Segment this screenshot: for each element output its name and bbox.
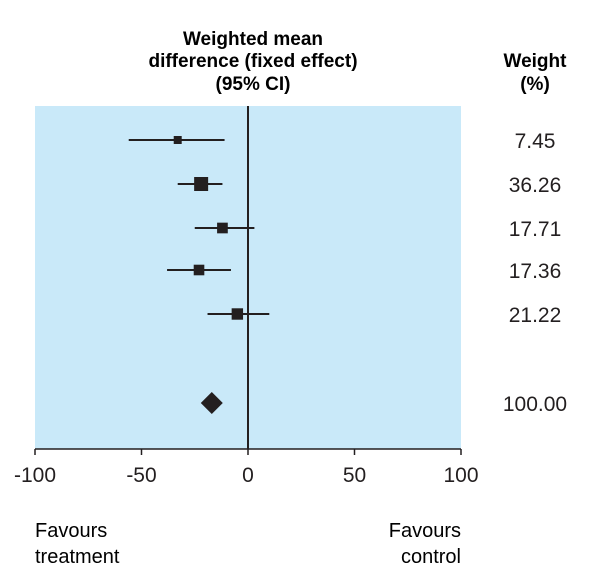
favours-control-line-1: Favours <box>389 520 461 542</box>
effect-header-line-1: Weighted mean <box>183 29 323 50</box>
study-4-weight: 17.36 <box>509 260 562 283</box>
study-1-weight: 7.45 <box>515 130 556 153</box>
weight-header-line-1: Weight <box>504 51 568 72</box>
pooled-estimate-diamond <box>200 392 223 414</box>
study-2-weight: 36.26 <box>509 174 562 197</box>
pooled-weight: 100.00 <box>503 393 567 416</box>
favours-control-line-2: control <box>401 546 461 568</box>
weight-header-line-2: (%) <box>520 74 550 95</box>
study-marks <box>128 106 270 449</box>
x-tick-label-0: -100 <box>14 464 56 487</box>
study-4-estimate-square <box>193 264 205 276</box>
x-tick-label-2: 0 <box>242 464 254 487</box>
study-5-estimate-square <box>231 308 244 320</box>
study-5-weight: 21.22 <box>509 304 562 327</box>
x-tick-label-1: -50 <box>126 464 156 487</box>
favours-treatment-line-2: treatment <box>35 546 120 568</box>
weight-column: 7.45 36.26 17.71 17.36 21.22 100.00 <box>503 130 567 416</box>
favours-treatment-line-1: Favours <box>35 520 107 542</box>
x-tick-label-4: 100 <box>443 464 478 487</box>
x-axis: -100 -50 0 50 100 <box>14 448 479 487</box>
study-3-weight: 17.71 <box>509 218 562 241</box>
study-1-estimate-square <box>173 136 182 144</box>
effect-header-line-2: difference (fixed effect) <box>148 51 357 72</box>
study-3-estimate-square <box>217 222 228 234</box>
x-tick-label-3: 50 <box>343 464 366 487</box>
effect-header-line-3: (95% CI) <box>216 74 291 95</box>
study-2-estimate-square <box>194 177 209 191</box>
